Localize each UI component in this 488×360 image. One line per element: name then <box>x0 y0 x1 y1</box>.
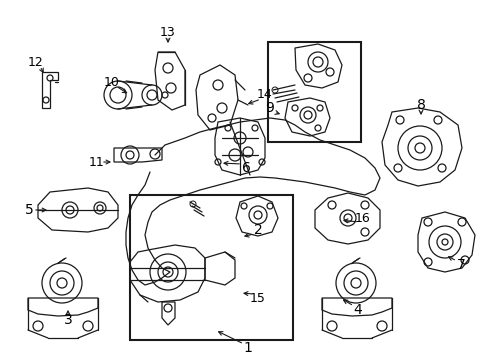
Text: 3: 3 <box>63 313 72 327</box>
Text: 4: 4 <box>353 303 362 317</box>
Text: 6: 6 <box>241 161 250 175</box>
Text: 9: 9 <box>265 101 274 115</box>
Text: 8: 8 <box>416 98 425 112</box>
Text: 12: 12 <box>28 55 44 68</box>
Text: 14: 14 <box>257 89 272 102</box>
Text: 5: 5 <box>24 203 33 217</box>
Bar <box>267 42 360 142</box>
Text: 16: 16 <box>354 211 370 225</box>
Text: 13: 13 <box>160 26 176 39</box>
Text: 1: 1 <box>243 341 252 355</box>
Text: 15: 15 <box>249 292 265 305</box>
Text: 2: 2 <box>253 223 262 237</box>
Text: 11: 11 <box>89 156 104 168</box>
Bar <box>130 195 292 340</box>
Text: 10: 10 <box>104 76 120 89</box>
Text: 7: 7 <box>456 258 465 272</box>
